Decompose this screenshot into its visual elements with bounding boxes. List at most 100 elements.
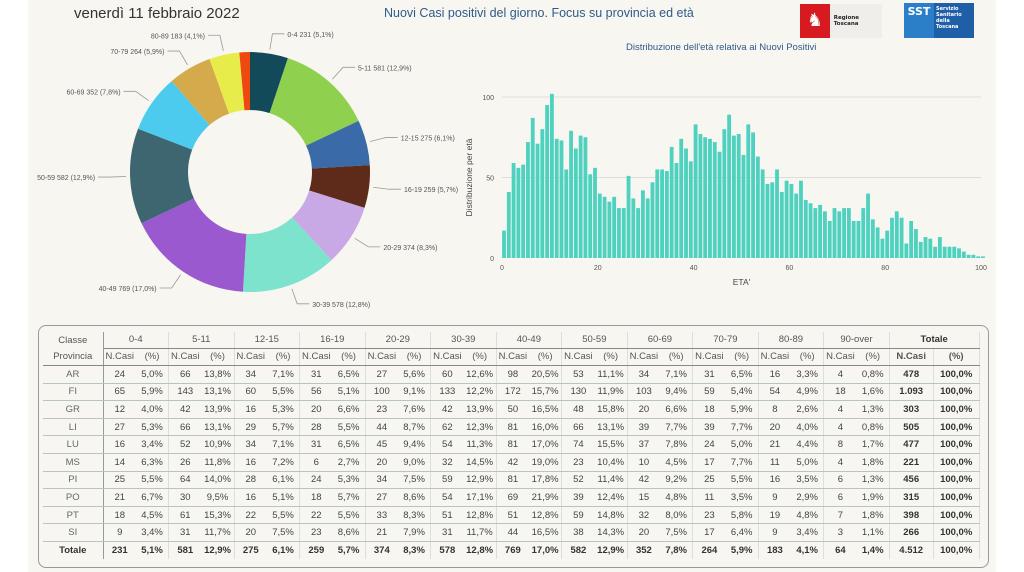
value-cell: 4 [823, 365, 857, 384]
value-cell: 20 [299, 400, 333, 419]
header-pct: (%) [660, 348, 694, 367]
histogram-bar [942, 246, 947, 258]
donut-slice-30-39 [242, 217, 332, 292]
leader-line [159, 274, 181, 289]
histogram-bar [890, 217, 894, 258]
value-cell: 4,0% [136, 400, 170, 419]
value-cell: 8,3% [398, 506, 432, 525]
value-cell: 7,1% [267, 435, 301, 455]
x-tick-label: 20 [594, 265, 602, 272]
value-cell: 19 [758, 506, 792, 525]
table-header-columns: Provincia N.Casi (%) N.Casi (%) N.Casi (%) N.Ca… [43, 348, 980, 367]
value-cell: 17,0% [529, 435, 563, 455]
value-cell: 7,5% [398, 471, 432, 490]
value-cell: 11,7% [463, 523, 497, 543]
value-cell: 100,0% [933, 488, 980, 507]
value-cell: 7,7% [725, 453, 759, 472]
histogram-bar [880, 238, 885, 258]
value-cell: 8,6% [332, 523, 366, 543]
table-row: FI 65 5,9% 143 13,1% 60 5,5% 56 5,1% 100 9,1% 133 12… [43, 383, 980, 402]
value-cell: 16,5% [529, 400, 563, 419]
table-total-row: Totale 231 5,1% 581 12,9% 275 6,1% 259 5,7% 374 8,… [43, 541, 980, 560]
value-cell: 9,5% [201, 488, 235, 507]
value-cell: 51 [430, 506, 464, 525]
value-cell: 13,8% [201, 365, 235, 384]
value-cell: 34 [365, 471, 399, 490]
histogram-bar [631, 198, 636, 258]
histogram-bar [818, 204, 823, 258]
header-group: 90-over [823, 332, 890, 349]
value-cell: 100,0% [933, 523, 980, 543]
value-cell: 31 [299, 365, 333, 384]
histogram-bar [640, 190, 645, 258]
pegasus-icon: ♞ [800, 4, 830, 38]
table-row: PO 21 6,7% 30 9,5% 16 5,1% 18 5,7% 27 8,6% 54 17,1% 6… [43, 488, 980, 507]
value-cell: 6,6% [660, 400, 694, 419]
value-cell: 9 [758, 488, 792, 507]
value-cell: 24 [103, 365, 137, 384]
histogram-bar [573, 148, 578, 258]
header-classe: Classe [43, 332, 104, 348]
header-ncasi: N.Casi [168, 348, 202, 367]
value-cell: 12,3% [463, 418, 497, 437]
value-cell: 18 [823, 383, 857, 402]
header-ncasi: N.Casi [103, 348, 137, 367]
histogram-bar [755, 156, 760, 258]
value-cell: 64 [835, 545, 846, 557]
value-cell: 12,4% [594, 488, 628, 507]
value-cell: 275 [242, 545, 259, 557]
value-cell: 53 [561, 365, 595, 384]
value-cell: 16 [234, 400, 268, 419]
value-cell: 12,9% [594, 541, 628, 560]
header-ncasi: N.Casi [430, 348, 464, 367]
value-cell: 4,1% [791, 541, 825, 560]
value-cell: 398 [889, 506, 934, 525]
histogram-bar [966, 254, 971, 258]
leader-line [373, 186, 401, 190]
header-group: 16-19 [299, 332, 366, 349]
value-cell: 5,0% [136, 365, 170, 384]
value-cell: 1,3% [856, 471, 890, 490]
age-donut-chart: 0-4 231 (5,1%) 5-11 581 (12,9%) 12-15 275 … [37, 32, 458, 309]
header-ncasi: N.Casi [692, 348, 726, 367]
histogram-bar [731, 135, 736, 258]
value-cell: 59 [692, 383, 726, 402]
histogram-bar [593, 167, 597, 258]
histogram-bar [894, 211, 899, 258]
value-cell: 28 [299, 418, 333, 437]
header-pct: (%) [856, 348, 890, 367]
donut-label: 50-59 582 (12,9%) [37, 175, 95, 182]
histogram-bar [770, 182, 775, 258]
histogram-bar [981, 256, 985, 258]
value-cell: 24 [299, 471, 333, 490]
value-cell: 12,8% [463, 506, 497, 525]
value-cell: 17,0% [529, 541, 563, 560]
x-axis-label: ETA' [733, 277, 751, 287]
regione-toscana-logo: ♞ Regione Toscana [800, 4, 882, 38]
leader-line [332, 66, 355, 80]
value-cell: 66 [561, 418, 595, 437]
histogram-bar [540, 129, 545, 258]
value-cell: 74 [561, 435, 595, 455]
value-cell: 6,6% [332, 400, 366, 419]
value-cell: 5,6% [398, 365, 432, 384]
histogram-bar [583, 137, 588, 258]
province-cell: AR [43, 365, 104, 384]
value-cell: 31 [168, 523, 202, 543]
value-cell: 6,4% [725, 523, 759, 543]
histogram-bar [736, 134, 741, 258]
value-cell: 12,9% [463, 471, 497, 490]
value-cell: 3,5% [725, 488, 759, 507]
value-cell: 9,4% [398, 435, 432, 455]
histogram-bar [660, 169, 664, 258]
histogram-bar [693, 124, 698, 258]
value-cell: 6 [299, 453, 333, 472]
value-cell: 769 [504, 545, 521, 557]
value-cell: 5,1% [267, 488, 301, 507]
value-cell: 5,3% [267, 400, 301, 419]
header-ncasi: N.Casi [365, 348, 399, 367]
value-cell: 352 [635, 545, 652, 557]
value-cell: 22 [299, 506, 333, 525]
value-cell: 4.512 [889, 541, 934, 560]
value-cell: 60 [234, 383, 268, 402]
